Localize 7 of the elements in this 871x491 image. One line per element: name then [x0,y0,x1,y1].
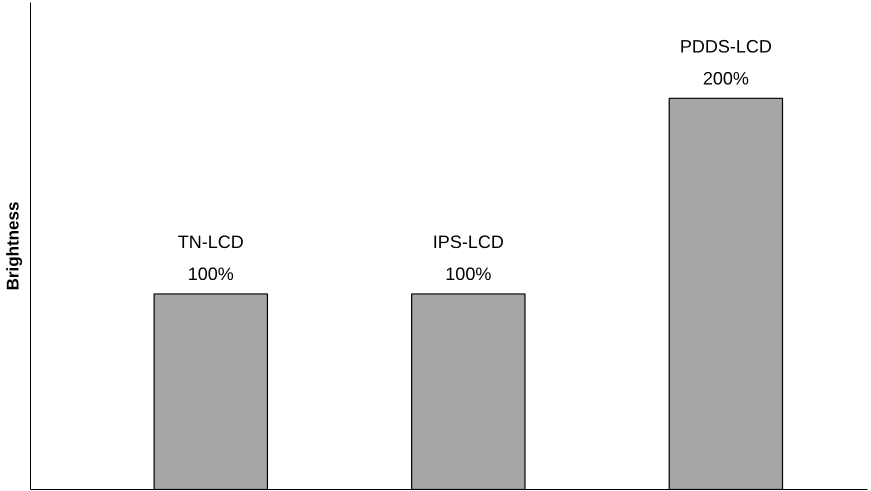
data-label: 100% [445,264,492,284]
data-label: 200% [702,68,749,88]
y-axis-title: Brightness [4,202,22,290]
x-tick-label: PDDS-LCD [680,36,772,56]
data-label: 100% [188,264,234,284]
x-tick-label: TN-LCD [178,232,244,252]
x-tick-label: IPS-LCD [432,232,504,252]
